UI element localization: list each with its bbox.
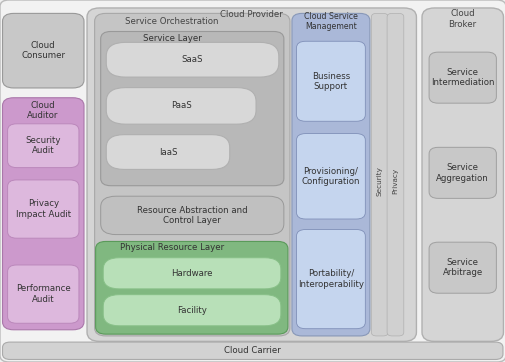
Text: Performance
Audit: Performance Audit [16,285,71,304]
FancyBboxPatch shape [100,196,283,235]
FancyBboxPatch shape [103,258,280,289]
Text: Cloud Provider: Cloud Provider [220,10,282,19]
FancyBboxPatch shape [100,31,283,186]
FancyBboxPatch shape [296,41,365,121]
Text: Resource Abstraction and
Control Layer: Resource Abstraction and Control Layer [137,206,247,225]
Text: Privacy
Impact Audit: Privacy Impact Audit [16,199,71,219]
FancyBboxPatch shape [8,265,79,323]
Text: Service
Intermediation: Service Intermediation [430,68,493,87]
Text: Portability/
Interoperability: Portability/ Interoperability [297,269,363,289]
FancyBboxPatch shape [8,180,79,238]
FancyBboxPatch shape [428,147,495,198]
FancyBboxPatch shape [8,124,79,168]
FancyBboxPatch shape [3,342,502,359]
FancyBboxPatch shape [428,52,495,103]
Text: Facility: Facility [177,306,207,315]
FancyBboxPatch shape [106,42,278,77]
FancyBboxPatch shape [87,8,416,341]
Text: Service Layer: Service Layer [142,34,201,43]
Text: Cloud Carrier: Cloud Carrier [224,346,281,355]
Text: Security
Audit: Security Audit [25,136,61,155]
FancyBboxPatch shape [3,98,84,330]
FancyBboxPatch shape [296,230,365,329]
Text: Cloud
Auditor: Cloud Auditor [27,101,59,120]
Text: Cloud Service
Management: Cloud Service Management [304,12,357,31]
Text: SaaS: SaaS [181,55,203,64]
Text: Service
Aggregation: Service Aggregation [435,163,488,182]
FancyBboxPatch shape [95,241,287,334]
Text: Service
Arbitrage: Service Arbitrage [442,258,482,277]
FancyBboxPatch shape [371,13,387,336]
Text: Security: Security [376,166,382,196]
FancyBboxPatch shape [428,242,495,293]
FancyBboxPatch shape [106,135,229,169]
Text: Hardware: Hardware [171,269,213,278]
FancyBboxPatch shape [103,295,280,326]
Text: Business
Support: Business Support [311,72,349,91]
FancyBboxPatch shape [3,13,84,88]
Text: Physical Resource Layer: Physical Resource Layer [120,244,224,252]
FancyBboxPatch shape [421,8,502,341]
Text: Cloud
Broker: Cloud Broker [447,9,476,29]
Text: IaaS: IaaS [159,148,177,156]
FancyBboxPatch shape [106,88,256,124]
FancyBboxPatch shape [386,13,403,336]
Text: PaaS: PaaS [170,101,191,110]
Text: Service Orchestration: Service Orchestration [125,17,218,26]
Text: Provisioning/
Configuration: Provisioning/ Configuration [301,167,360,186]
Text: Privacy: Privacy [392,168,397,194]
FancyBboxPatch shape [296,134,365,219]
FancyBboxPatch shape [291,13,369,336]
Text: Cloud
Consumer: Cloud Consumer [21,41,65,60]
FancyBboxPatch shape [94,13,289,336]
